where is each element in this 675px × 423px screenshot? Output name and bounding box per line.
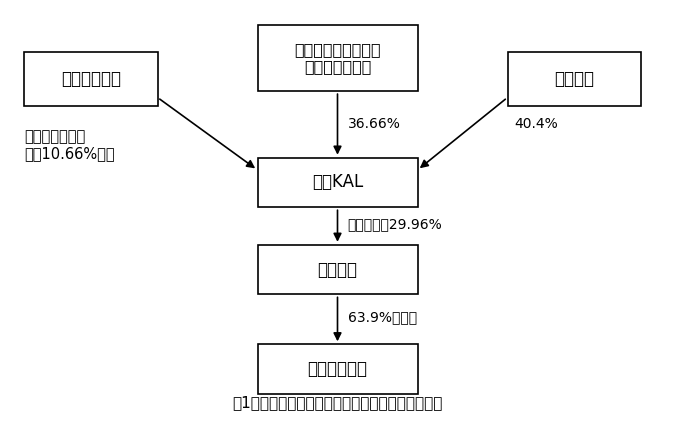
FancyBboxPatch shape xyxy=(508,52,641,106)
Text: 第三者割当て増
資で10.66%取得: 第三者割当て増 資で10.66%取得 xyxy=(24,129,115,161)
Text: チョ・ウォンテ韓進
グループ会長他: チョ・ウォンテ韓進 グループ会長他 xyxy=(294,42,381,74)
Text: 韓進KAL: 韓進KAL xyxy=(312,173,363,192)
Text: 有償増資、29.96%: 有償増資、29.96% xyxy=(348,217,442,231)
FancyBboxPatch shape xyxy=(257,244,418,294)
FancyBboxPatch shape xyxy=(257,344,418,394)
FancyBboxPatch shape xyxy=(257,25,418,91)
Text: 図1　大韓航空によるアシアナ航空買収と所有構造: 図1 大韓航空によるアシアナ航空買収と所有構造 xyxy=(232,396,443,411)
Text: 韓国産業銀行: 韓国産業銀行 xyxy=(61,70,121,88)
Text: 36.66%: 36.66% xyxy=(348,118,400,132)
Text: 大韓航空: 大韓航空 xyxy=(317,261,358,279)
FancyBboxPatch shape xyxy=(24,52,157,106)
Text: 40.4%: 40.4% xyxy=(514,118,558,132)
FancyBboxPatch shape xyxy=(257,158,418,207)
Text: アシアナ航空: アシアナ航空 xyxy=(308,360,367,378)
Text: 三者連合: 三者連合 xyxy=(554,70,594,88)
Text: 63.9%を買収: 63.9%を買収 xyxy=(348,310,416,324)
